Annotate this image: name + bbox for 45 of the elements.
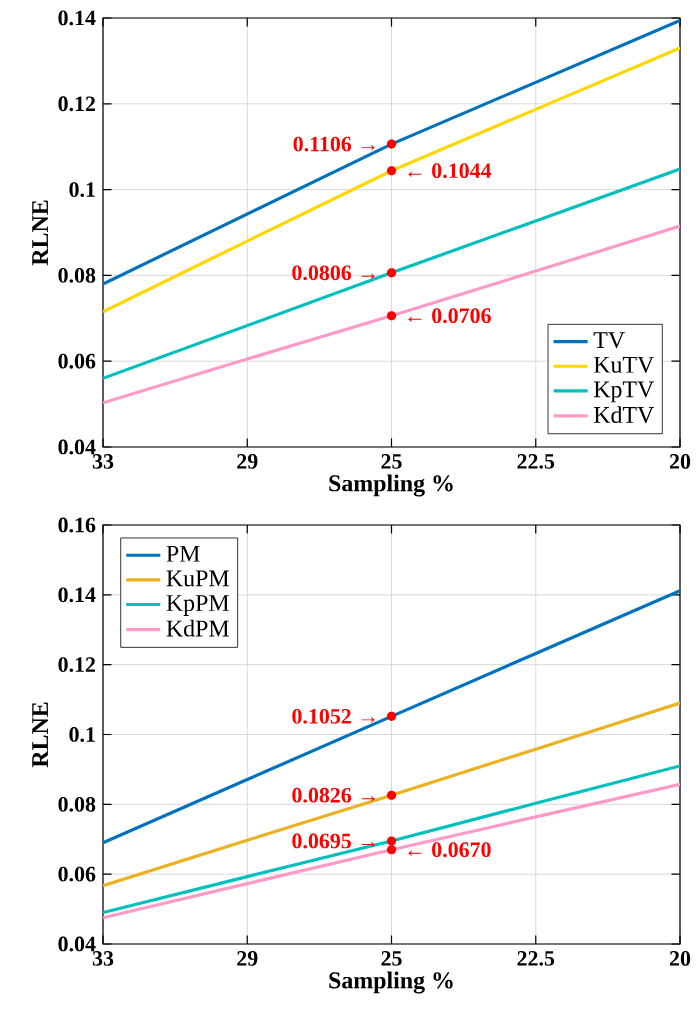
annotation: ← 0.0670	[408, 842, 491, 858]
legend-label: PM	[166, 545, 200, 562]
y-axis-title: RLNE	[32, 200, 48, 266]
annotation: ← 0.1044	[408, 163, 492, 179]
x-tick-label: 25	[381, 951, 402, 966]
x-tick-label: 33	[92, 951, 114, 966]
x-tick-label: 20	[669, 454, 691, 469]
y-tick-label: 0.1	[69, 727, 95, 742]
annotation: 0.0695 →	[292, 833, 375, 849]
annotation: ← 0.0706	[408, 308, 491, 324]
legend-label: KuPM	[166, 570, 229, 587]
y-tick-label: 0.06	[58, 866, 96, 882]
y-tick-label: 0.12	[58, 96, 95, 112]
annotation: 0.1106 →	[293, 136, 375, 152]
x-tick-label: 22.5	[517, 454, 555, 469]
y-tick-label: 0.04	[58, 936, 96, 952]
x-tick-label: 20	[669, 951, 691, 966]
x-axis-title: Sampling %	[329, 474, 453, 497]
y-tick-label: 0.14	[58, 587, 96, 603]
legend-label: KpTV	[593, 381, 655, 403]
y-tick-label: 0.04	[58, 439, 96, 455]
x-tick-label: 22.5	[517, 951, 555, 966]
annotation: 0.1052 →	[292, 708, 375, 724]
y-tick-label: 0.08	[58, 267, 96, 283]
y-tick-label: 0.12	[58, 657, 95, 673]
y-tick-label: 0.06	[58, 353, 96, 369]
annotation: 0.0806 →	[292, 265, 375, 281]
y-tick-label: 0.08	[58, 796, 96, 812]
annotation: 0.0826 →	[292, 787, 375, 803]
line-series	[103, 224, 681, 405]
x-tick-label: 25	[381, 454, 402, 469]
y-axis-title: RLNE	[32, 702, 48, 768]
y-tick-label: 0.1	[69, 182, 95, 198]
line-series	[103, 701, 681, 888]
x-tick-label: 33	[92, 454, 114, 469]
legend-label: KdTV	[593, 406, 655, 424]
legend-label: KpPM	[166, 595, 229, 616]
legend-label: KuTV	[593, 356, 655, 373]
legend-label: KdPM	[166, 619, 229, 637]
x-axis-title: Sampling %	[329, 971, 453, 994]
x-tick-label: 29	[237, 951, 258, 966]
x-tick-label: 29	[237, 454, 258, 469]
legend-label: TV	[593, 332, 625, 349]
y-tick-label: 0.14	[58, 10, 96, 26]
y-tick-label: 0.16	[58, 517, 96, 533]
